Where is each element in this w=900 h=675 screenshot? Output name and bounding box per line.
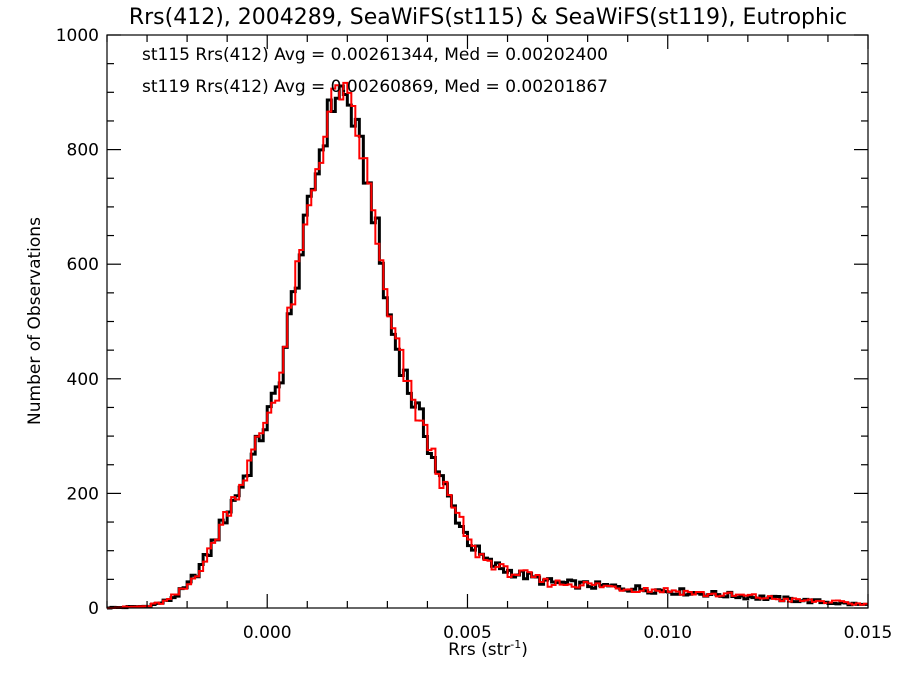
series-layer	[107, 81, 868, 610]
y-tick-label: 0	[88, 599, 99, 619]
chart-title: Rrs(412), 2004289, SeaWiFS(st115) & SeaW…	[129, 5, 847, 30]
y-tick-label: 400	[67, 370, 99, 390]
x-tick-label: 0.010	[643, 623, 692, 643]
y-tick-label: 200	[67, 484, 99, 504]
x-axis-label: Rrs (str-1)	[448, 638, 528, 660]
series-st119-histogram	[107, 81, 868, 609]
legend-st115-text: st115 Rrs(412) Avg = 0.00261344, Med = 0…	[142, 45, 608, 65]
y-axis-label: Number of Observations	[25, 217, 45, 425]
legend-st119-text: st119 Rrs(412) Avg = 0.00260869, Med = 0…	[142, 77, 608, 97]
x-axis-label-sup: -1	[510, 638, 521, 651]
x-axis-label-main: Rrs (str	[448, 640, 510, 660]
series-st115-histogram	[107, 84, 868, 610]
plot-frame	[106, 34, 869, 609]
y-tick-label: 1000	[56, 26, 99, 46]
x-tick-label: 0.005	[443, 623, 492, 643]
x-tick-label: 0.000	[243, 623, 292, 643]
y-tick-label: 600	[67, 255, 99, 275]
y-tick-label: 800	[67, 141, 99, 161]
ticks-layer: 0.000 0.005 0.010 0.015 0 200 400 600 800 1000	[56, 26, 893, 643]
x-axis-label-close: )	[521, 640, 528, 660]
x-tick-label: 0.015	[844, 623, 893, 643]
